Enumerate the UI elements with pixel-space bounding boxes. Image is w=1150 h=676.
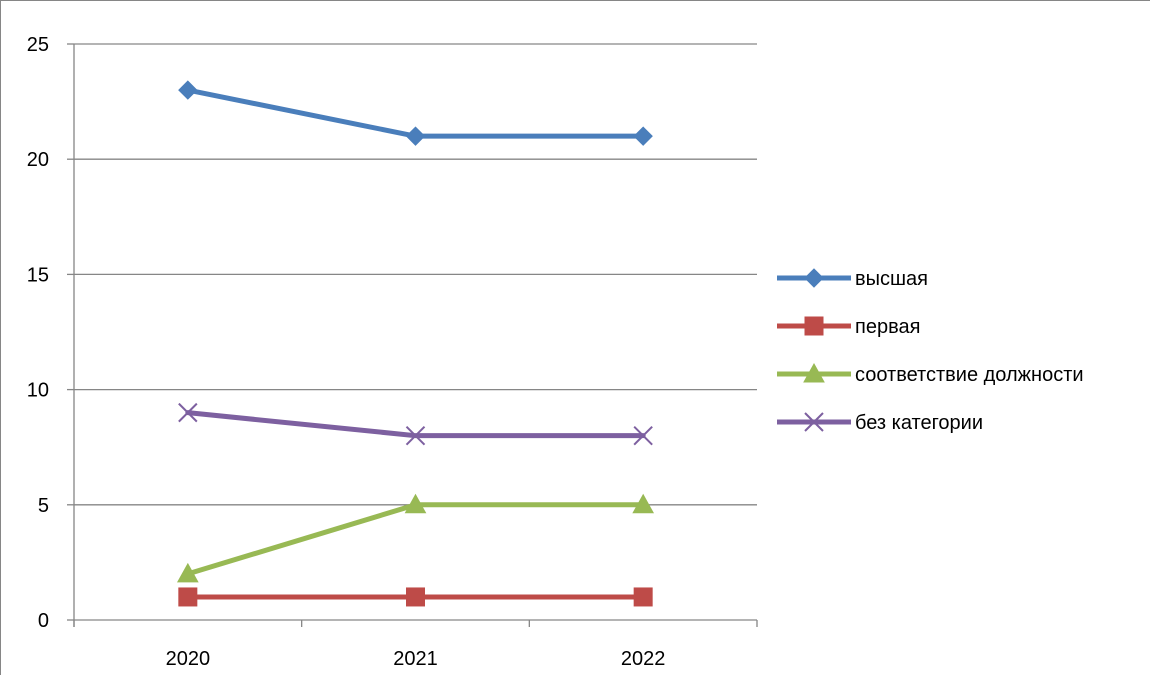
legend-marker (804, 268, 824, 288)
legend-label: первая (855, 316, 920, 338)
data-point (404, 493, 427, 514)
y-tick-label: 15 (27, 264, 49, 286)
data-point (405, 425, 426, 446)
y-tick-label: 0 (38, 610, 49, 632)
marker-stroke (178, 402, 198, 423)
data-point (176, 562, 199, 583)
legend-label: высшая (855, 268, 928, 290)
y-tick-label: 25 (27, 34, 49, 56)
legend: высшая первая соответствие должности без ка… (777, 268, 1084, 434)
axes: 0 5 10 15 20 25 2020 2021 2022 (27, 34, 758, 670)
marker-stroke (405, 425, 426, 446)
series-line (185, 502, 646, 577)
legend-item-2: соответствие должности (777, 362, 1084, 386)
data-point (632, 493, 655, 514)
marker-stroke (633, 425, 653, 446)
x-tick-label: 2021 (393, 648, 438, 670)
data-point (178, 587, 198, 607)
series-lines (176, 80, 655, 607)
data-point (405, 126, 426, 146)
legend-label: соответствие должности (855, 364, 1084, 386)
data-point (633, 425, 653, 446)
legend-marker (804, 412, 824, 432)
series-3 (178, 402, 653, 446)
legend-label: без категории (855, 412, 983, 434)
legend-item-3: без категории (777, 412, 983, 434)
data-point (178, 80, 198, 100)
x-tick-label: 2022 (621, 648, 666, 670)
legend-marker (804, 316, 824, 336)
data-point (406, 587, 425, 607)
legend-item-1: первая (777, 316, 920, 338)
data-point (633, 587, 653, 607)
series-1 (178, 587, 653, 607)
x-tick-label: 2020 (166, 648, 211, 670)
series-line (185, 410, 646, 439)
y-tick-label: 20 (27, 149, 49, 171)
legend-item-0: высшая (777, 268, 928, 290)
legend-marker (803, 362, 825, 383)
series-0 (178, 80, 653, 146)
series-2 (176, 493, 655, 583)
y-tick-label: 10 (27, 380, 49, 402)
data-point (178, 402, 198, 423)
data-point (633, 126, 653, 146)
marker-stroke (804, 412, 824, 432)
y-tick-label: 5 (38, 495, 49, 517)
